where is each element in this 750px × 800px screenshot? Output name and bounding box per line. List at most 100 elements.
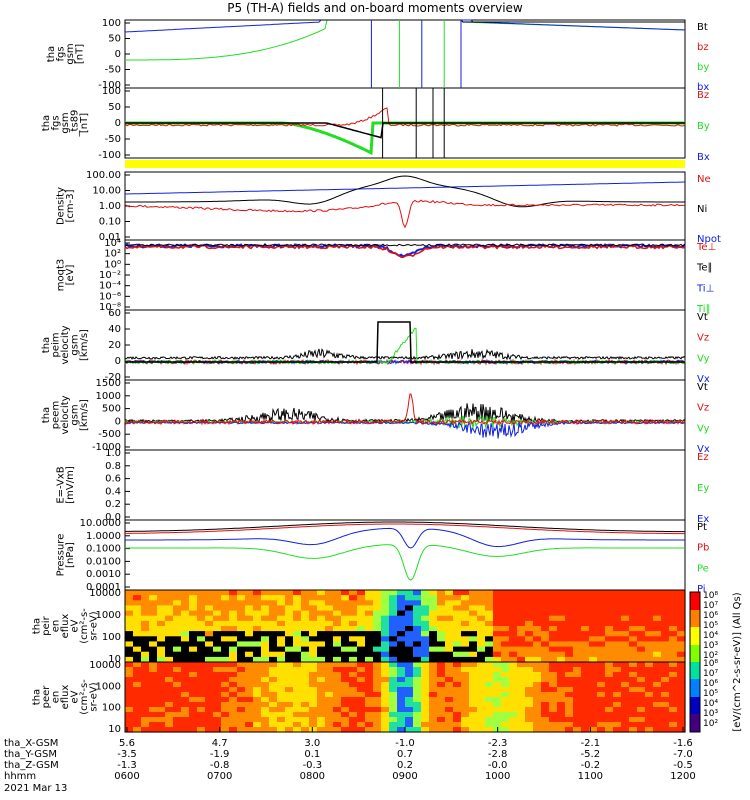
y-tick-label: 50 xyxy=(108,34,121,45)
y-axis-label: (cm²-s- xyxy=(79,679,90,715)
x-tick-label: 1200 xyxy=(670,771,695,782)
y-tick-label: -1000 xyxy=(92,442,121,453)
y-tick-label: 10000 xyxy=(89,588,121,599)
legend-entry: By xyxy=(697,121,710,132)
y-tick-label: -50 xyxy=(105,134,121,145)
y-tick-label: 0 xyxy=(115,416,121,427)
x-axis-row-label: hhmm xyxy=(4,771,36,782)
legend-entry: Vy xyxy=(697,353,710,364)
colorbar-tick: 10² xyxy=(703,719,718,729)
colorbar xyxy=(689,591,701,733)
y-axis-label: eflux xyxy=(60,685,71,710)
y-tick-label: -20 xyxy=(105,372,121,383)
legend-entry: Ex xyxy=(697,514,709,525)
legend-entry: Te⊥ xyxy=(696,242,716,253)
y-tick-label: -50 xyxy=(105,65,121,76)
series-trace xyxy=(125,523,686,535)
y-axis-label: [nT] xyxy=(74,44,85,64)
y-tick-label: 1000 xyxy=(96,610,121,621)
y-axis-label: tha xyxy=(41,337,52,353)
y-tick-label: 10² xyxy=(104,249,121,260)
electron-spectrogram xyxy=(125,662,686,733)
ion-spectrogram xyxy=(125,590,686,663)
colorbar-tick: 10³ xyxy=(703,709,718,719)
y-tick-label: 0 xyxy=(115,49,121,60)
legend-entry: Bx xyxy=(697,152,710,163)
x-tick-label: 3.0 xyxy=(304,738,320,749)
series-trace xyxy=(125,121,685,156)
y-axis-label: [nT] xyxy=(79,113,90,133)
colorbar-tick: 10⁷ xyxy=(703,669,718,679)
y-tick-label: 20 xyxy=(108,340,121,351)
x-tick-label: -2.1 xyxy=(581,738,601,749)
y-tick-label: 40 xyxy=(108,324,121,335)
y-tick-label: 0 xyxy=(115,356,121,367)
y-tick-label: 100 xyxy=(102,632,121,643)
y-axis-label: en xyxy=(51,620,62,633)
legend-entry: bx xyxy=(697,82,709,93)
x-tick-label: -0.8 xyxy=(210,760,230,771)
legend-entry: Bz xyxy=(697,90,709,101)
y-tick-label: 0.8 xyxy=(105,461,121,472)
legend-entry: Te∥ xyxy=(696,263,713,274)
panel-frame-6 xyxy=(124,379,686,451)
y-axis-label: [mV/m] xyxy=(65,466,76,504)
legend-entry: Vz xyxy=(697,403,709,414)
y-axis-label: Pressure xyxy=(55,534,66,577)
colorbar-tick: 10⁸ xyxy=(703,591,718,601)
legend-entry: Pb xyxy=(697,543,709,554)
y-axis-label: tha xyxy=(41,407,52,423)
x-tick-label: 0700 xyxy=(207,771,232,782)
series-trace xyxy=(124,243,686,247)
y-axis-label: gsm xyxy=(65,43,76,64)
colorbar-tick: 10⁶ xyxy=(703,679,718,689)
legend-entry: Ti∥ xyxy=(696,304,711,315)
x-tick-label: -1.0 xyxy=(395,738,415,749)
y-axis-label: sr-eV) xyxy=(89,611,100,640)
x-tick-label: 4.7 xyxy=(212,738,228,749)
y-axis-label: _ts89 xyxy=(70,110,81,138)
y-tick-label: 10 xyxy=(108,654,121,665)
y-tick-label: 0.01 xyxy=(99,232,121,243)
y-tick-label: 10 xyxy=(108,724,121,735)
colorbar-label: [eV/(cm^2-s-sr-eV)] (All Qs) xyxy=(732,592,743,731)
colorbar-tick: 10² xyxy=(703,651,718,661)
y-tick-label: -100 xyxy=(98,150,121,161)
y-tick-label: 0.0001 xyxy=(86,582,121,593)
y-axis-label: tha xyxy=(32,689,43,705)
series-trace xyxy=(125,19,685,23)
y-tick-label: 0.1000 xyxy=(86,544,121,555)
panel-frame-7 xyxy=(124,449,686,521)
y-tick-label: 1.0 xyxy=(105,448,121,459)
y-axis-label: sr-eV) xyxy=(89,682,100,711)
series-trace xyxy=(125,544,685,581)
x-tick-label: 0900 xyxy=(392,771,417,782)
legend-entry: Vy xyxy=(697,423,710,434)
y-tick-label: 1.0000 xyxy=(86,531,121,542)
y-axis-label: eflux xyxy=(60,614,71,639)
y-tick-label: 1000 xyxy=(96,391,121,402)
series-trace xyxy=(124,420,686,439)
colorbar-tick: 10⁵ xyxy=(703,621,718,631)
series-trace xyxy=(124,348,686,361)
x-tick-label: -7.0 xyxy=(673,749,693,760)
y-tick-label: 0.0 xyxy=(105,512,121,523)
legend-entry: Vx xyxy=(697,444,710,455)
y-axis-label: eV xyxy=(70,690,81,703)
y-tick-label: 1500 xyxy=(96,378,121,389)
y-tick-label: 0.0010 xyxy=(86,569,121,580)
y-axis-label: gsm xyxy=(60,112,71,133)
colorbar-tick: 10⁷ xyxy=(703,601,718,611)
x-tick-label: 5.6 xyxy=(119,738,135,749)
legend-entry: Vt xyxy=(697,312,708,323)
y-axis-label: [km/s] xyxy=(79,329,90,361)
legend-entry: Ey xyxy=(697,483,709,494)
x-tick-label: -0.0 xyxy=(488,760,508,771)
y-tick-label: 0 xyxy=(115,118,121,129)
y-axis-label: [km/s] xyxy=(79,399,90,431)
x-axis-row-label: tha_X-GSM xyxy=(4,738,58,749)
y-tick-label: 10⁴ xyxy=(104,238,121,249)
x-tick-label: 1100 xyxy=(578,771,603,782)
y-tick-label: 10⁰ xyxy=(104,259,121,270)
